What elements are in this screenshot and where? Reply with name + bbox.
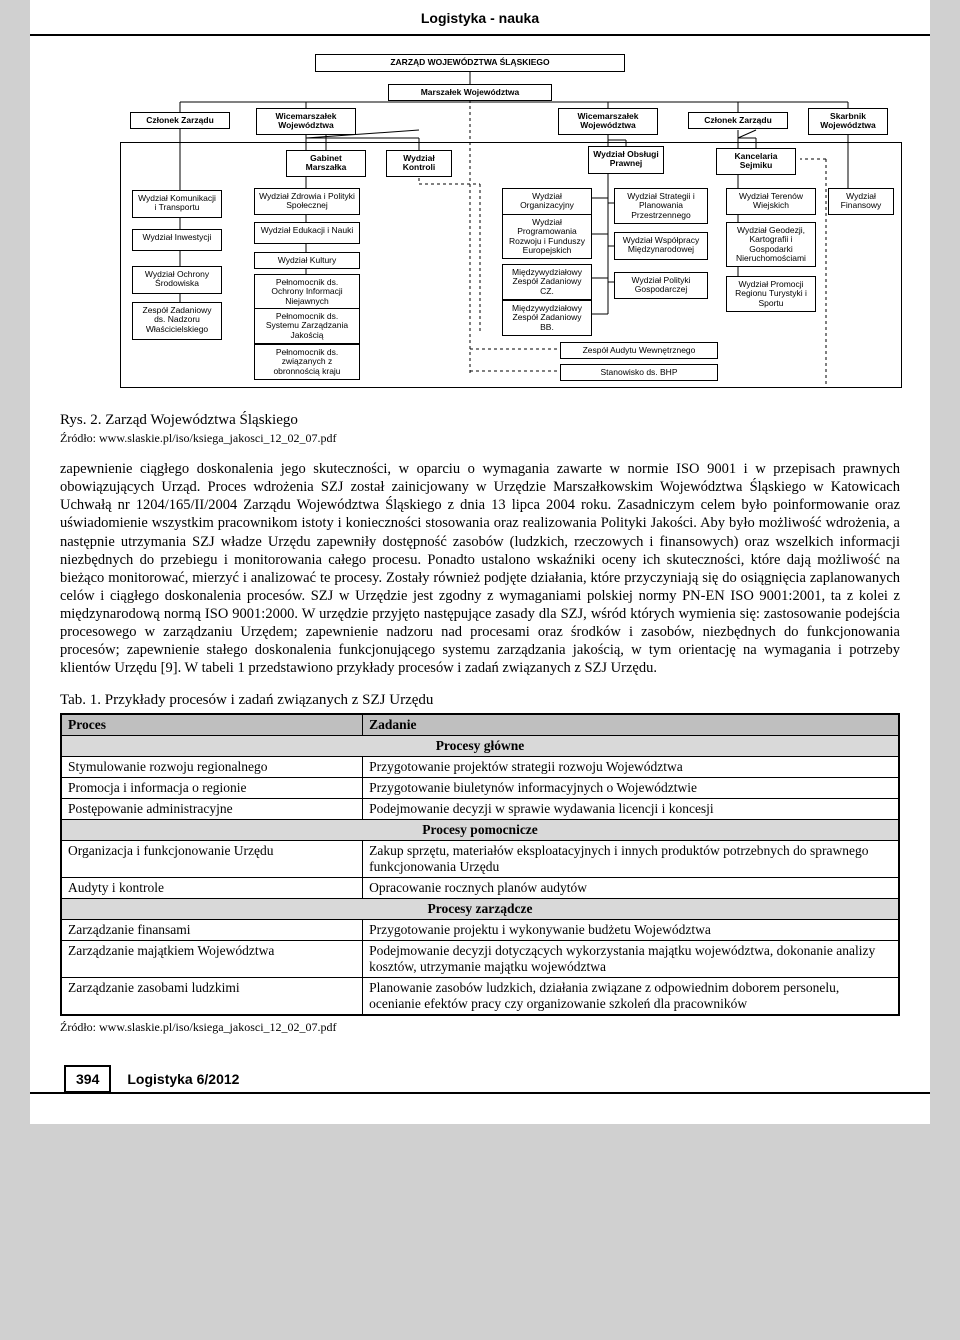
org-node-pel_szj: Pełnomocnik ds. Systemu Zarządzania Jako…: [254, 308, 360, 344]
org-node-org: Wydział Organizacyjny: [502, 188, 592, 215]
page-number: 394: [64, 1065, 111, 1093]
table-row: Zarządzanie zasobami ludzkimiPlanowanie …: [61, 977, 899, 1015]
table-section: Procesy pomocnicze: [61, 819, 899, 840]
table-row: Stymulowanie rozwoju regionalnegoPrzygot…: [61, 756, 899, 777]
table-section: Procesy zarządcze: [61, 898, 899, 919]
org-node-mzz_cz: Międzywydziałowy Zespół Zadaniowy CZ.: [502, 264, 592, 300]
org-node-gab: Gabinet Marszałka: [286, 150, 366, 177]
org-node-wspol: Wydział Współpracy Międzynarodowej: [614, 232, 708, 260]
table-row: Zarządzanie majątkiem WojewództwaPodejmo…: [61, 940, 899, 977]
org-node-zdrowie: Wydział Zdrowia i Polityki Społecznej: [254, 188, 360, 215]
figure-caption: Rys. 2. Zarząd Województwa Śląskiego: [60, 412, 900, 429]
org-node-geodezja: Wydział Geodezji, Kartografii i Gospodar…: [726, 222, 816, 267]
org-node-cz2: Członek Zarządu: [688, 112, 788, 129]
org-node-inwest: Wydział Inwestycji: [132, 229, 222, 251]
table-cell-zadanie: Przygotowanie biuletynów informacyjnych …: [363, 777, 899, 798]
table-cell-proces: Promocja i informacja o regionie: [61, 777, 363, 798]
org-node-finans: Wydział Finansowy: [828, 188, 894, 215]
org-node-marsz: Marszałek Województwa: [388, 84, 552, 101]
table-cell-zadanie: Planowanie zasobów ludzkich, działania z…: [363, 977, 899, 1015]
org-node-edukacja: Wydział Edukacji i Nauki: [254, 222, 360, 244]
org-node-bhp: Stanowisko ds. BHP: [560, 364, 718, 381]
org-node-ochrona: Wydział Ochrony Środowiska: [132, 266, 222, 294]
table-head-c1: Proces: [61, 714, 363, 736]
org-node-top: ZARZĄD WOJEWÓDZTWA ŚLĄSKIEGO: [315, 54, 625, 72]
table-row: Organizacja i funkcjonowanie UrzęduZakup…: [61, 840, 899, 877]
table-cell-zadanie: Podejmowanie decyzji dotyczących wykorzy…: [363, 940, 899, 977]
table-row: Audyty i kontroleOpracowanie rocznych pl…: [61, 877, 899, 898]
org-node-skarb: Skarbnik Województwa: [808, 108, 888, 135]
table-section: Procesy główne: [61, 735, 899, 756]
figure-source: Źródło: www.slaskie.pl/iso/ksiega_jakosc…: [60, 431, 900, 446]
org-node-polgosp: Wydział Polityki Gospodarczej: [614, 272, 708, 299]
table-cell-zadanie: Przygotowanie projektu i wykonywanie bud…: [363, 919, 899, 940]
header-title: Logistyka - nauka: [30, 0, 930, 36]
org-node-pel_inf: Pełnomocnik ds. Ochrony Informacji Nieja…: [254, 274, 360, 310]
table-cell-zadanie: Zakup sprzętu, materiałów eksploatacyjny…: [363, 840, 899, 877]
org-node-audyt: Zespół Audytu Wewnętrznego: [560, 342, 718, 359]
table-cell-proces: Zarządzanie majątkiem Województwa: [61, 940, 363, 977]
org-node-obsluga: Wydział Obsługi Prawnej: [588, 146, 664, 174]
table-cell-proces: Postępowanie administracyjne: [61, 798, 363, 819]
org-node-kom: Wydział Komunikacji i Transportu: [132, 190, 222, 218]
table-cell-zadanie: Podejmowanie decyzji w sprawie wydawania…: [363, 798, 899, 819]
org-node-kontrola: Wydział Kontroli: [386, 150, 452, 177]
org-node-promocja: Wydział Promocji Regionu Turystyki i Spo…: [726, 276, 816, 312]
table-cell-proces: Audyty i kontrole: [61, 877, 363, 898]
org-node-zesp_nw: Zespół Zadaniowy ds. Nadzoru Właściciels…: [132, 302, 222, 340]
table-cell-proces: Stymulowanie rozwoju regionalnego: [61, 756, 363, 777]
org-chart: ZARZĄD WOJEWÓDZTWA ŚLĄSKIEGO Marszałek Wo…: [60, 54, 900, 404]
journal-label: Logistyka 6/2012: [127, 1071, 239, 1087]
org-node-wiejski: Wydział Terenów Wiejskich: [726, 188, 816, 215]
org-node-wice1: Wicemarszałek Województwa: [256, 108, 356, 135]
table-cell-zadanie: Opracowanie rocznych planów audytów: [363, 877, 899, 898]
org-node-sejmik: Kancelaria Sejmiku: [716, 148, 796, 175]
org-node-kultura: Wydział Kultury: [254, 252, 360, 269]
org-node-pel_obr: Pełnomocnik ds. związanych z obronnością…: [254, 344, 360, 380]
table-cell-zadanie: Przygotowanie projektów strategii rozwoj…: [363, 756, 899, 777]
body-paragraph: zapewnienie ciągłego doskonalenia jego s…: [60, 460, 900, 678]
table-source: Źródło: www.slaskie.pl/iso/ksiega_jakosc…: [60, 1020, 900, 1035]
table-head-c2: Zadanie: [363, 714, 899, 736]
table-cell-proces: Zarządzanie zasobami ludzkimi: [61, 977, 363, 1015]
table-cell-proces: Organizacja i funkcjonowanie Urzędu: [61, 840, 363, 877]
table-cell-proces: Zarządzanie finansami: [61, 919, 363, 940]
table-row: Zarządzanie finansamiPrzygotowanie proje…: [61, 919, 899, 940]
table-row: Promocja i informacja o regioniePrzygoto…: [61, 777, 899, 798]
szj-table: Proces Zadanie Procesy główneStymulowani…: [60, 713, 900, 1016]
org-node-strat: Wydział Strategii i Planowania Przestrze…: [614, 188, 708, 224]
org-node-prog: Wydział Programowania Rozwoju i Funduszy…: [502, 214, 592, 259]
org-node-mzz_bb: Międzywydziałowy Zespół Zadaniowy BB.: [502, 300, 592, 336]
footer: 394 Logistyka 6/2012: [30, 1065, 930, 1093]
table-title: Tab. 1. Przykłady procesów i zadań związ…: [60, 692, 900, 709]
org-node-wice2: Wicemarszałek Województwa: [558, 108, 658, 135]
org-node-cz1: Członek Zarządu: [130, 112, 230, 129]
table-row: Postępowanie administracyjnePodejmowanie…: [61, 798, 899, 819]
